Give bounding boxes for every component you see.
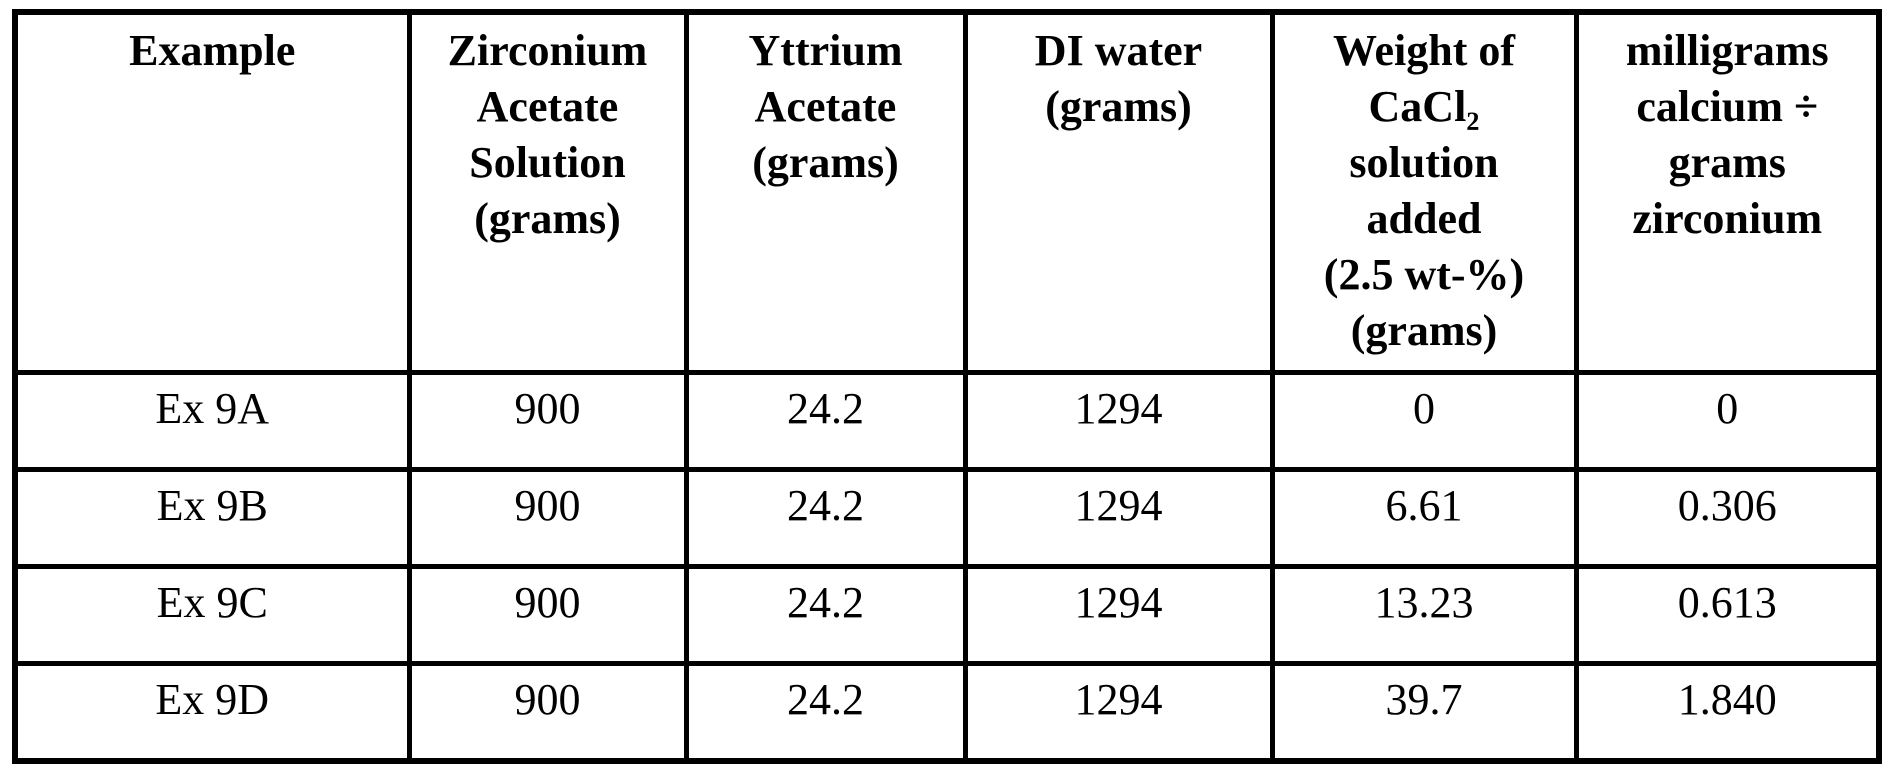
cell-zirconium: 900 xyxy=(406,661,689,764)
cell-cacl2: 39.7 xyxy=(1269,661,1579,764)
cell-cacl2: 13.23 xyxy=(1269,564,1579,666)
table-row-ex9a: Ex 9A 900 24.2 1294 0 0 xyxy=(12,370,1882,472)
cell-water: 1294 xyxy=(962,564,1275,666)
cell-cacl2: 6.61 xyxy=(1269,467,1579,569)
cell-ratio: 0 xyxy=(1573,370,1882,472)
table-row-ex9c: Ex 9C 900 24.2 1294 13.23 0.613 xyxy=(12,564,1882,666)
cell-ratio: 0.613 xyxy=(1573,564,1882,666)
cell-yttrium: 24.2 xyxy=(683,564,968,666)
document-page: Example Zirconium Acetate Solution (gram… xyxy=(12,9,1882,764)
col-header-example: Example xyxy=(12,9,412,375)
cell-ratio: 1.840 xyxy=(1573,661,1882,764)
cell-example: Ex 9C xyxy=(12,564,412,666)
cell-example: Ex 9B xyxy=(12,467,412,569)
cell-example: Ex 9D xyxy=(12,661,412,764)
col-header-di-water: DI water (grams) xyxy=(962,9,1275,375)
table-row-ex9d: Ex 9D 900 24.2 1294 39.7 1.840 xyxy=(12,661,1882,764)
cell-yttrium: 24.2 xyxy=(683,661,968,764)
cell-yttrium: 24.2 xyxy=(683,370,968,472)
col-header-zirconium-acetate: Zirconium Acetate Solution (grams) xyxy=(406,9,689,375)
table-row-ex9b: Ex 9B 900 24.2 1294 6.61 0.306 xyxy=(12,467,1882,569)
cell-yttrium: 24.2 xyxy=(683,467,968,569)
col-header-cacl2-solution: Weight of CaCl₂ solution added (2.5 wt-%… xyxy=(1269,9,1579,375)
cell-water: 1294 xyxy=(962,370,1275,472)
cell-zirconium: 900 xyxy=(406,370,689,472)
col-header-calcium-ratio: milligrams calcium ÷ grams zirconium xyxy=(1573,9,1882,375)
cell-zirconium: 900 xyxy=(406,467,689,569)
cell-water: 1294 xyxy=(962,661,1275,764)
cell-ratio: 0.306 xyxy=(1573,467,1882,569)
header-row: Example Zirconium Acetate Solution (gram… xyxy=(12,9,1882,375)
cell-cacl2: 0 xyxy=(1269,370,1579,472)
cell-water: 1294 xyxy=(962,467,1275,569)
cell-example: Ex 9A xyxy=(12,370,412,472)
formulation-table: Example Zirconium Acetate Solution (gram… xyxy=(12,9,1882,764)
col-header-yttrium-acetate: Yttrium Acetate (grams) xyxy=(683,9,968,375)
cell-zirconium: 900 xyxy=(406,564,689,666)
